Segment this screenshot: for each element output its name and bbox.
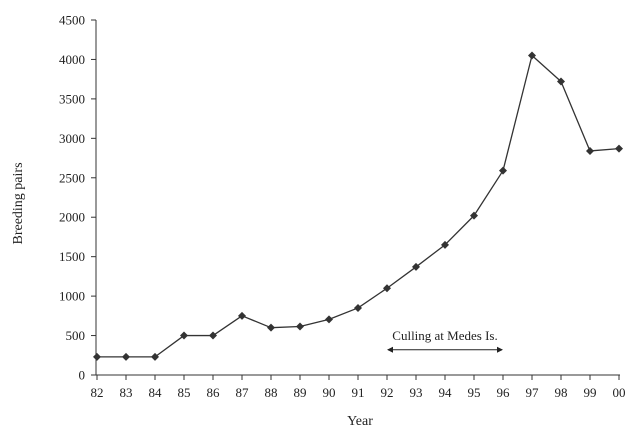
x-tick-label: 85 xyxy=(178,385,191,400)
x-ticks: 82 83 84 85 86 87 88 89 90 91 92 93 94 95 96 97 98 99 00 xyxy=(91,375,626,400)
data-point-97 xyxy=(528,51,536,60)
x-tick-label: 94 xyxy=(439,385,453,400)
x-tick-label: 89 xyxy=(294,385,307,400)
data-point-94 xyxy=(441,240,449,249)
y-tick-label: 2500 xyxy=(59,170,85,185)
data-point-90 xyxy=(325,315,333,324)
data-point-87 xyxy=(238,311,246,320)
data-point-82 xyxy=(93,352,101,361)
x-tick-label: 88 xyxy=(265,385,278,400)
y-tick-label: 1000 xyxy=(59,289,85,304)
annotation-layer: Culling at Medes Is. xyxy=(387,328,503,353)
data-point-96 xyxy=(499,166,507,175)
annotation-arrowhead-right xyxy=(497,346,503,353)
x-tick-label: 90 xyxy=(323,385,336,400)
axes xyxy=(95,20,620,376)
x-tick-label: 96 xyxy=(497,385,511,400)
x-tick-label: 95 xyxy=(468,385,481,400)
data-point-93 xyxy=(412,262,420,271)
x-axis-title: Year xyxy=(347,414,373,429)
data-point-89 xyxy=(296,322,304,331)
x-tick-label: 83 xyxy=(120,385,133,400)
series-layer xyxy=(93,51,623,361)
y-tick-label: 4000 xyxy=(59,52,85,67)
data-point-84 xyxy=(151,352,159,361)
data-point-83 xyxy=(122,352,130,361)
y-tick-label: 3500 xyxy=(59,91,85,106)
annotation-arrowhead-left xyxy=(387,346,393,353)
y-tick-label: 500 xyxy=(66,328,86,343)
data-point-95 xyxy=(470,211,478,220)
data-point-92 xyxy=(383,284,391,293)
x-tick-label: 93 xyxy=(410,385,423,400)
x-tick-label: 91 xyxy=(352,385,365,400)
x-tick-label: 92 xyxy=(381,385,394,400)
annotation-label: Culling at Medes Is. xyxy=(392,328,497,343)
data-point-00 xyxy=(615,144,623,153)
data-point-91 xyxy=(354,303,362,312)
data-point-86 xyxy=(209,331,217,340)
data-point-88 xyxy=(267,323,275,332)
y-tick-label: 4500 xyxy=(59,13,85,28)
x-tick-label: 84 xyxy=(149,385,163,400)
data-point-98 xyxy=(557,77,565,86)
x-tick-label: 00 xyxy=(613,385,626,400)
x-tick-label: 87 xyxy=(236,385,250,400)
x-tick-label: 98 xyxy=(555,385,568,400)
x-tick-label: 99 xyxy=(584,385,597,400)
y-axis-title: Breeding pairs xyxy=(11,162,26,244)
y-tick-label: 1500 xyxy=(59,249,85,264)
y-tick-label: 0 xyxy=(79,368,86,383)
y-tick-label: 3000 xyxy=(59,131,85,146)
x-tick-label: 82 xyxy=(91,385,104,400)
x-tick-label: 86 xyxy=(207,385,221,400)
y-tick-label: 2000 xyxy=(59,210,85,225)
x-tick-label: 97 xyxy=(526,385,540,400)
data-point-99 xyxy=(586,146,594,155)
data-point-85 xyxy=(180,331,188,340)
y-ticks: 0 500 1000 1500 2000 2500 3000 3500 4000 4500 xyxy=(59,13,96,383)
